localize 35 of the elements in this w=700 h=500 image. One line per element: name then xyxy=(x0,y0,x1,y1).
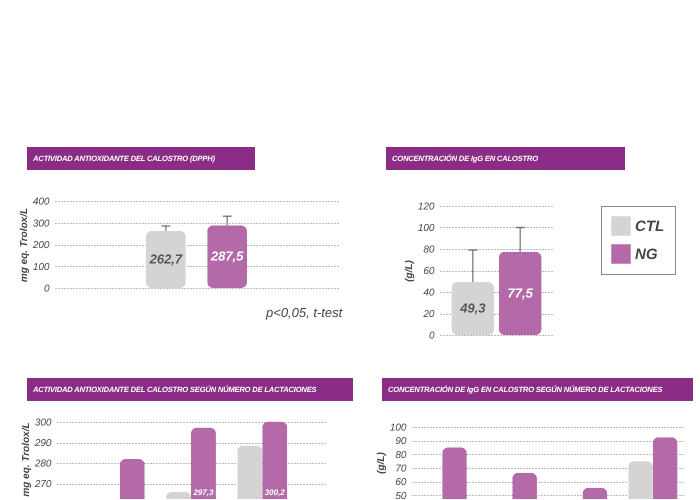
y-tick-label: 100 xyxy=(418,223,435,234)
text: p<0,05, t-test xyxy=(266,305,342,320)
y-tick-label: 100 xyxy=(32,262,50,273)
y-tick-label: 400 xyxy=(32,196,50,208)
y-tick-label: 60 xyxy=(395,477,407,488)
y-axis-title: (g/L) xyxy=(376,452,387,474)
y-tick-label: 270 xyxy=(34,479,52,490)
y-tick-label: 0 xyxy=(428,330,435,342)
data-label: 287,5 xyxy=(210,248,244,264)
legend-label: NG xyxy=(635,246,658,263)
y-tick-label: 300 xyxy=(32,218,50,230)
y-tick-label: 20 xyxy=(422,309,435,320)
y-tick-label: 40 xyxy=(423,288,435,298)
y-tick-label: 0 xyxy=(44,284,50,294)
y-tick-label: 200 xyxy=(32,240,50,251)
y-axis-title: mg eq. Trolox/L xyxy=(18,208,30,282)
y-tick-label: 80 xyxy=(423,244,435,256)
y-tick-label: 290 xyxy=(34,438,52,450)
y-tick-label: 280 xyxy=(34,458,52,470)
y-tick-label: 70 xyxy=(395,463,407,474)
y-tick-label: 60 xyxy=(423,266,435,277)
legend-label: CTL xyxy=(635,218,664,235)
y-tick-label: 80 xyxy=(395,450,407,461)
data-label: 300,2 xyxy=(264,488,286,497)
y-tick-label: 120 xyxy=(418,202,435,212)
data-label: 77,5 xyxy=(508,285,534,300)
y-axis-title: (g/L) xyxy=(404,260,415,282)
y-tick-label: 100 xyxy=(390,422,407,434)
data-label: 262,7 xyxy=(148,251,183,266)
y-tick-label: 300 xyxy=(34,418,52,429)
data-label: 49,3 xyxy=(459,300,486,316)
y-tick-label: 90 xyxy=(395,436,407,448)
y-tick-label: 50 xyxy=(395,490,407,500)
data-label: 297,3 xyxy=(192,488,214,497)
y-axis-title: mg eq. Trolox/L xyxy=(20,422,32,497)
